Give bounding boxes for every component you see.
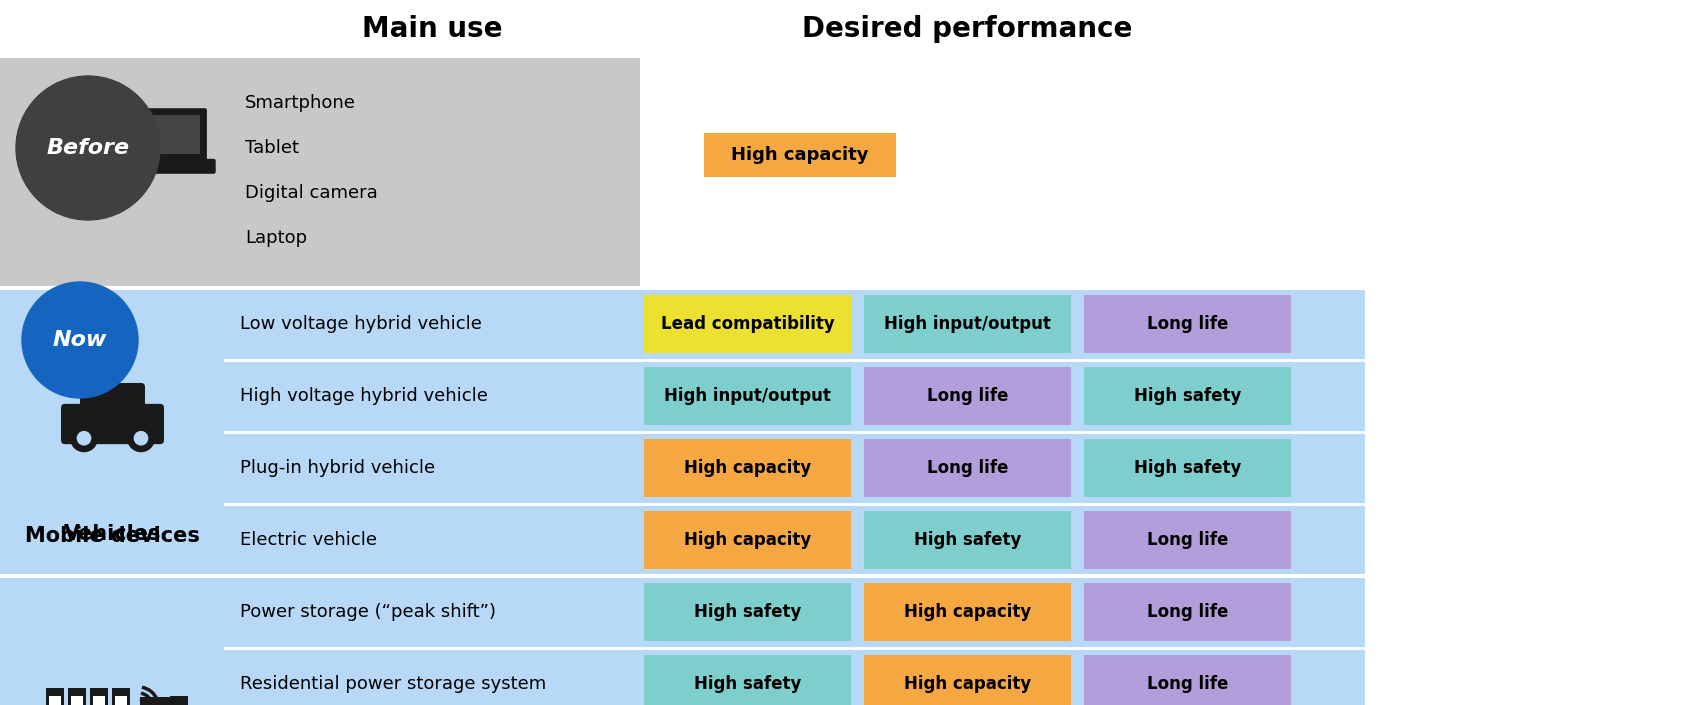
Bar xyxy=(71,696,83,705)
Text: High safety: High safety xyxy=(1134,387,1241,405)
FancyBboxPatch shape xyxy=(141,697,170,705)
Bar xyxy=(0,576,1365,705)
FancyBboxPatch shape xyxy=(80,115,116,185)
Circle shape xyxy=(76,431,90,445)
Text: Power storage (“peak shift”): Power storage (“peak shift”) xyxy=(240,603,496,621)
Circle shape xyxy=(95,180,99,183)
Text: Long life: Long life xyxy=(927,387,1008,405)
Text: High input/output: High input/output xyxy=(884,315,1051,333)
FancyBboxPatch shape xyxy=(119,159,216,174)
Bar xyxy=(134,115,201,154)
Text: Mobile devices: Mobile devices xyxy=(26,526,201,546)
FancyBboxPatch shape xyxy=(864,511,1071,569)
Bar xyxy=(639,58,1700,288)
Text: Now: Now xyxy=(53,330,107,350)
FancyBboxPatch shape xyxy=(644,295,852,352)
FancyBboxPatch shape xyxy=(61,404,163,444)
Text: Digital camera: Digital camera xyxy=(245,184,377,202)
FancyBboxPatch shape xyxy=(644,511,852,569)
Text: High capacity: High capacity xyxy=(683,531,811,549)
Circle shape xyxy=(88,171,92,175)
Circle shape xyxy=(104,180,107,183)
Text: Electric vehicle: Electric vehicle xyxy=(240,531,377,549)
FancyBboxPatch shape xyxy=(1085,439,1290,497)
FancyBboxPatch shape xyxy=(644,655,852,705)
FancyBboxPatch shape xyxy=(864,367,1071,425)
Text: High capacity: High capacity xyxy=(904,675,1032,693)
FancyBboxPatch shape xyxy=(128,108,207,161)
Text: High safety: High safety xyxy=(694,603,801,621)
Bar xyxy=(88,123,107,145)
FancyBboxPatch shape xyxy=(46,687,65,705)
Text: Desired performance: Desired performance xyxy=(802,15,1132,43)
Text: High capacity: High capacity xyxy=(904,603,1032,621)
FancyBboxPatch shape xyxy=(864,295,1071,352)
FancyBboxPatch shape xyxy=(1085,367,1290,425)
FancyBboxPatch shape xyxy=(644,583,852,641)
Circle shape xyxy=(104,163,107,166)
Circle shape xyxy=(95,171,99,175)
Text: High capacity: High capacity xyxy=(731,146,869,164)
Circle shape xyxy=(71,425,97,451)
FancyBboxPatch shape xyxy=(112,687,131,705)
FancyBboxPatch shape xyxy=(80,383,144,417)
Bar xyxy=(94,696,105,705)
Text: Laptop: Laptop xyxy=(245,229,308,247)
FancyBboxPatch shape xyxy=(1085,583,1290,641)
FancyBboxPatch shape xyxy=(704,133,896,176)
Text: Long life: Long life xyxy=(1148,675,1227,693)
Circle shape xyxy=(104,154,107,157)
FancyBboxPatch shape xyxy=(644,439,852,497)
Circle shape xyxy=(88,154,92,157)
FancyBboxPatch shape xyxy=(864,655,1071,705)
FancyBboxPatch shape xyxy=(90,687,109,705)
Text: Smartphone: Smartphone xyxy=(245,94,355,112)
Text: Lead compatibility: Lead compatibility xyxy=(661,315,835,333)
Text: Long life: Long life xyxy=(1148,315,1227,333)
Text: High voltage hybrid vehicle: High voltage hybrid vehicle xyxy=(240,387,488,405)
Text: High safety: High safety xyxy=(1134,459,1241,477)
Circle shape xyxy=(95,154,99,157)
FancyBboxPatch shape xyxy=(68,687,87,705)
Circle shape xyxy=(88,180,92,183)
Bar xyxy=(116,696,128,705)
Bar xyxy=(0,288,1365,576)
Circle shape xyxy=(128,425,155,451)
Circle shape xyxy=(95,163,99,166)
Text: High input/output: High input/output xyxy=(665,387,831,405)
Text: Vehicles: Vehicles xyxy=(63,524,162,544)
FancyBboxPatch shape xyxy=(1085,511,1290,569)
Text: High safety: High safety xyxy=(694,675,801,693)
FancyBboxPatch shape xyxy=(1085,295,1290,352)
Text: Residential power storage system: Residential power storage system xyxy=(240,675,546,693)
FancyBboxPatch shape xyxy=(864,439,1071,497)
Text: High safety: High safety xyxy=(915,531,1022,549)
Circle shape xyxy=(104,171,107,175)
FancyBboxPatch shape xyxy=(170,696,189,705)
Circle shape xyxy=(15,76,160,220)
Text: Before: Before xyxy=(46,138,129,158)
Bar xyxy=(49,696,61,705)
Text: Main use: Main use xyxy=(362,15,503,43)
Text: Long life: Long life xyxy=(1148,531,1227,549)
FancyBboxPatch shape xyxy=(644,367,852,425)
Circle shape xyxy=(134,431,148,445)
Text: Plug-in hybrid vehicle: Plug-in hybrid vehicle xyxy=(240,459,435,477)
FancyBboxPatch shape xyxy=(1085,655,1290,705)
Text: High capacity: High capacity xyxy=(683,459,811,477)
Bar xyxy=(0,58,639,288)
Text: Tablet: Tablet xyxy=(245,139,299,157)
FancyBboxPatch shape xyxy=(864,583,1071,641)
Text: Long life: Long life xyxy=(1148,603,1227,621)
Text: Long life: Long life xyxy=(927,459,1008,477)
Circle shape xyxy=(88,163,92,166)
Circle shape xyxy=(22,282,138,398)
Text: Low voltage hybrid vehicle: Low voltage hybrid vehicle xyxy=(240,315,481,333)
